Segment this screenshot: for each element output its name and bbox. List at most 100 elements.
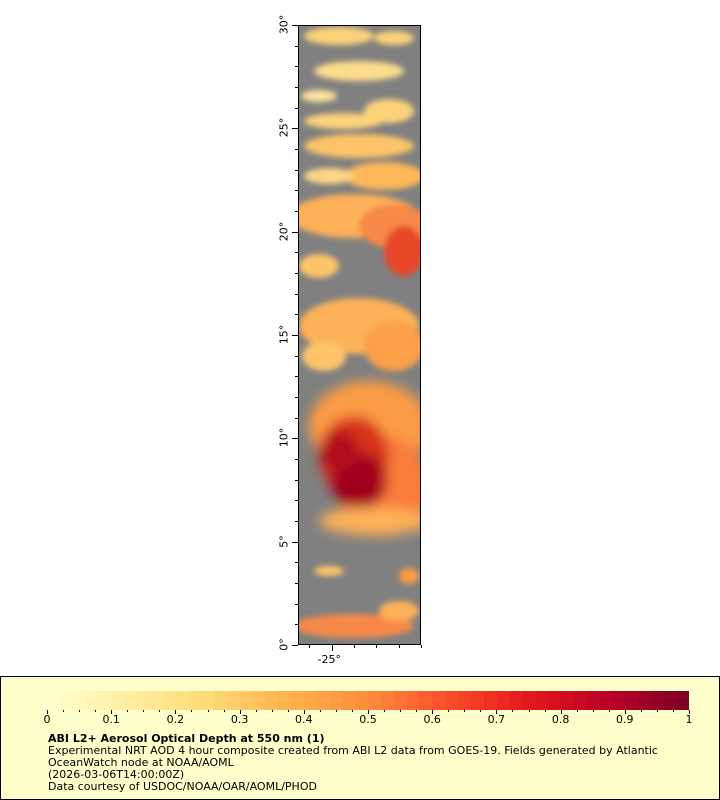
colorbar-minor-tick (577, 710, 578, 712)
colorbar-minor-tick (256, 710, 257, 712)
colorbar-minor-tick (191, 710, 192, 712)
colorbar-minor-tick (272, 710, 273, 712)
colorbar-major-tick (561, 710, 562, 714)
lat-minor-tick (295, 170, 298, 171)
colorbar-cell (496, 691, 510, 710)
lat-minor-tick (295, 314, 298, 315)
colorbar-tick-label: 1 (685, 713, 693, 726)
colorbar-cell (226, 691, 240, 710)
colorbar-minor-tick (63, 710, 64, 712)
colorbar-cell (124, 691, 137, 710)
colorbar-cell (624, 691, 638, 710)
lat-minor-tick (295, 604, 298, 605)
lat-label: 0° (277, 638, 291, 651)
lat-minor-tick (295, 211, 298, 212)
colorbar-cell (470, 691, 484, 710)
lat-minor-tick (295, 480, 298, 481)
colorbar-major-tick (625, 710, 626, 714)
lon-major-tick (332, 645, 333, 651)
colorbar-cell (586, 691, 600, 710)
legend-timestamp: (2026-03-06T14:00:00Z) (48, 768, 185, 781)
legend-title: ABI L2+ Aerosol Optical Depth at 550 nm … (48, 732, 325, 745)
colorbar-major-tick (368, 710, 369, 714)
lat-minor-tick (295, 376, 298, 377)
colorbar-tick-label: 0.9 (616, 713, 634, 726)
colorbar-major-tick (47, 710, 48, 714)
colorbar-cell (380, 691, 394, 710)
lat-minor-tick (295, 252, 298, 253)
legend-credit: Data courtesy of USDOC/NOAA/OAR/AOML/PHO… (48, 780, 317, 793)
lon-minor-tick (376, 645, 377, 648)
colorbar-minor-tick (143, 710, 144, 712)
colorbar-tick-label: 0.4 (295, 713, 313, 726)
lat-minor-tick (295, 583, 298, 584)
colorbar-major-tick (432, 710, 433, 714)
lat-label: 20° (277, 221, 291, 241)
lat-major-tick (292, 25, 298, 26)
colorbar-minor-tick (512, 710, 513, 712)
colorbar-cell (188, 691, 202, 710)
aod-field (299, 26, 420, 644)
colorbar-cell (458, 691, 471, 710)
lat-label: 30° (277, 14, 291, 35)
colorbar-minor-tick (480, 710, 481, 712)
lon-minor-tick (354, 645, 355, 648)
colorbar-major-tick (689, 710, 690, 714)
colorbar-cell (432, 691, 446, 710)
colorbar-major-tick (304, 710, 305, 714)
colorbar-cell (406, 691, 420, 710)
colorbar-minor-tick (448, 710, 449, 712)
colorbar-minor-tick (79, 710, 80, 712)
colorbar-cell (637, 691, 651, 710)
colorbar-minor-tick (657, 710, 658, 712)
colorbar-minor-tick (464, 710, 465, 712)
lat-minor-tick (295, 356, 298, 357)
lat-minor-tick (295, 500, 298, 501)
colorbar-tick-label: 0 (43, 713, 51, 726)
colorbar-tick-label: 0.8 (551, 713, 570, 726)
aod-band-mid (299, 194, 420, 371)
aod-patches-north (301, 27, 420, 190)
lat-label: 10° (277, 428, 291, 448)
lon-minor-tick (399, 645, 400, 648)
colorbar-cell (111, 691, 125, 710)
colorbar-minor-tick (95, 710, 96, 712)
lat-minor-tick (295, 397, 298, 398)
lat-major-tick (292, 232, 298, 233)
colorbar-minor-tick (336, 710, 337, 712)
colorbar-cell (175, 691, 189, 710)
lat-minor-tick (295, 294, 298, 295)
colorbar-cell (291, 691, 304, 710)
colorbar-minor-tick (416, 710, 417, 712)
colorbar-cell (535, 691, 548, 710)
colorbar-cell (136, 691, 150, 710)
colorbar-cell (393, 691, 407, 710)
colorbar-cell (650, 691, 664, 710)
lat-major-tick (292, 645, 298, 646)
colorbar-tick-label: 0.3 (230, 713, 249, 726)
lon-minor-tick (309, 645, 310, 648)
lat-major-tick (292, 438, 298, 439)
colorbar-cell (72, 691, 86, 710)
lat-major-tick (292, 128, 298, 129)
colorbar-minor-tick (641, 710, 642, 712)
colorbar-tick-label: 0.6 (423, 713, 441, 726)
colorbar-cell (98, 691, 112, 710)
colorbar-major-tick (496, 710, 497, 714)
colorbar-cell (522, 691, 536, 710)
colorbar-tick-label: 0.2 (166, 713, 185, 726)
colorbar-cell (419, 691, 433, 710)
lat-minor-tick (295, 624, 298, 625)
colorbar-cell (162, 691, 176, 710)
lat-minor-tick (295, 87, 298, 88)
colorbar-cell (201, 691, 214, 710)
colorbar-minor-tick (400, 710, 401, 712)
lon-label: -25° (317, 653, 341, 666)
colorbar-minor-tick (288, 710, 289, 712)
colorbar-minor-tick (673, 710, 674, 712)
colorbar-cell (573, 691, 587, 710)
map-panel (298, 25, 421, 645)
colorbar-minor-tick (529, 710, 530, 712)
colorbar-cell (599, 691, 613, 710)
colorbar-cell (663, 691, 677, 710)
